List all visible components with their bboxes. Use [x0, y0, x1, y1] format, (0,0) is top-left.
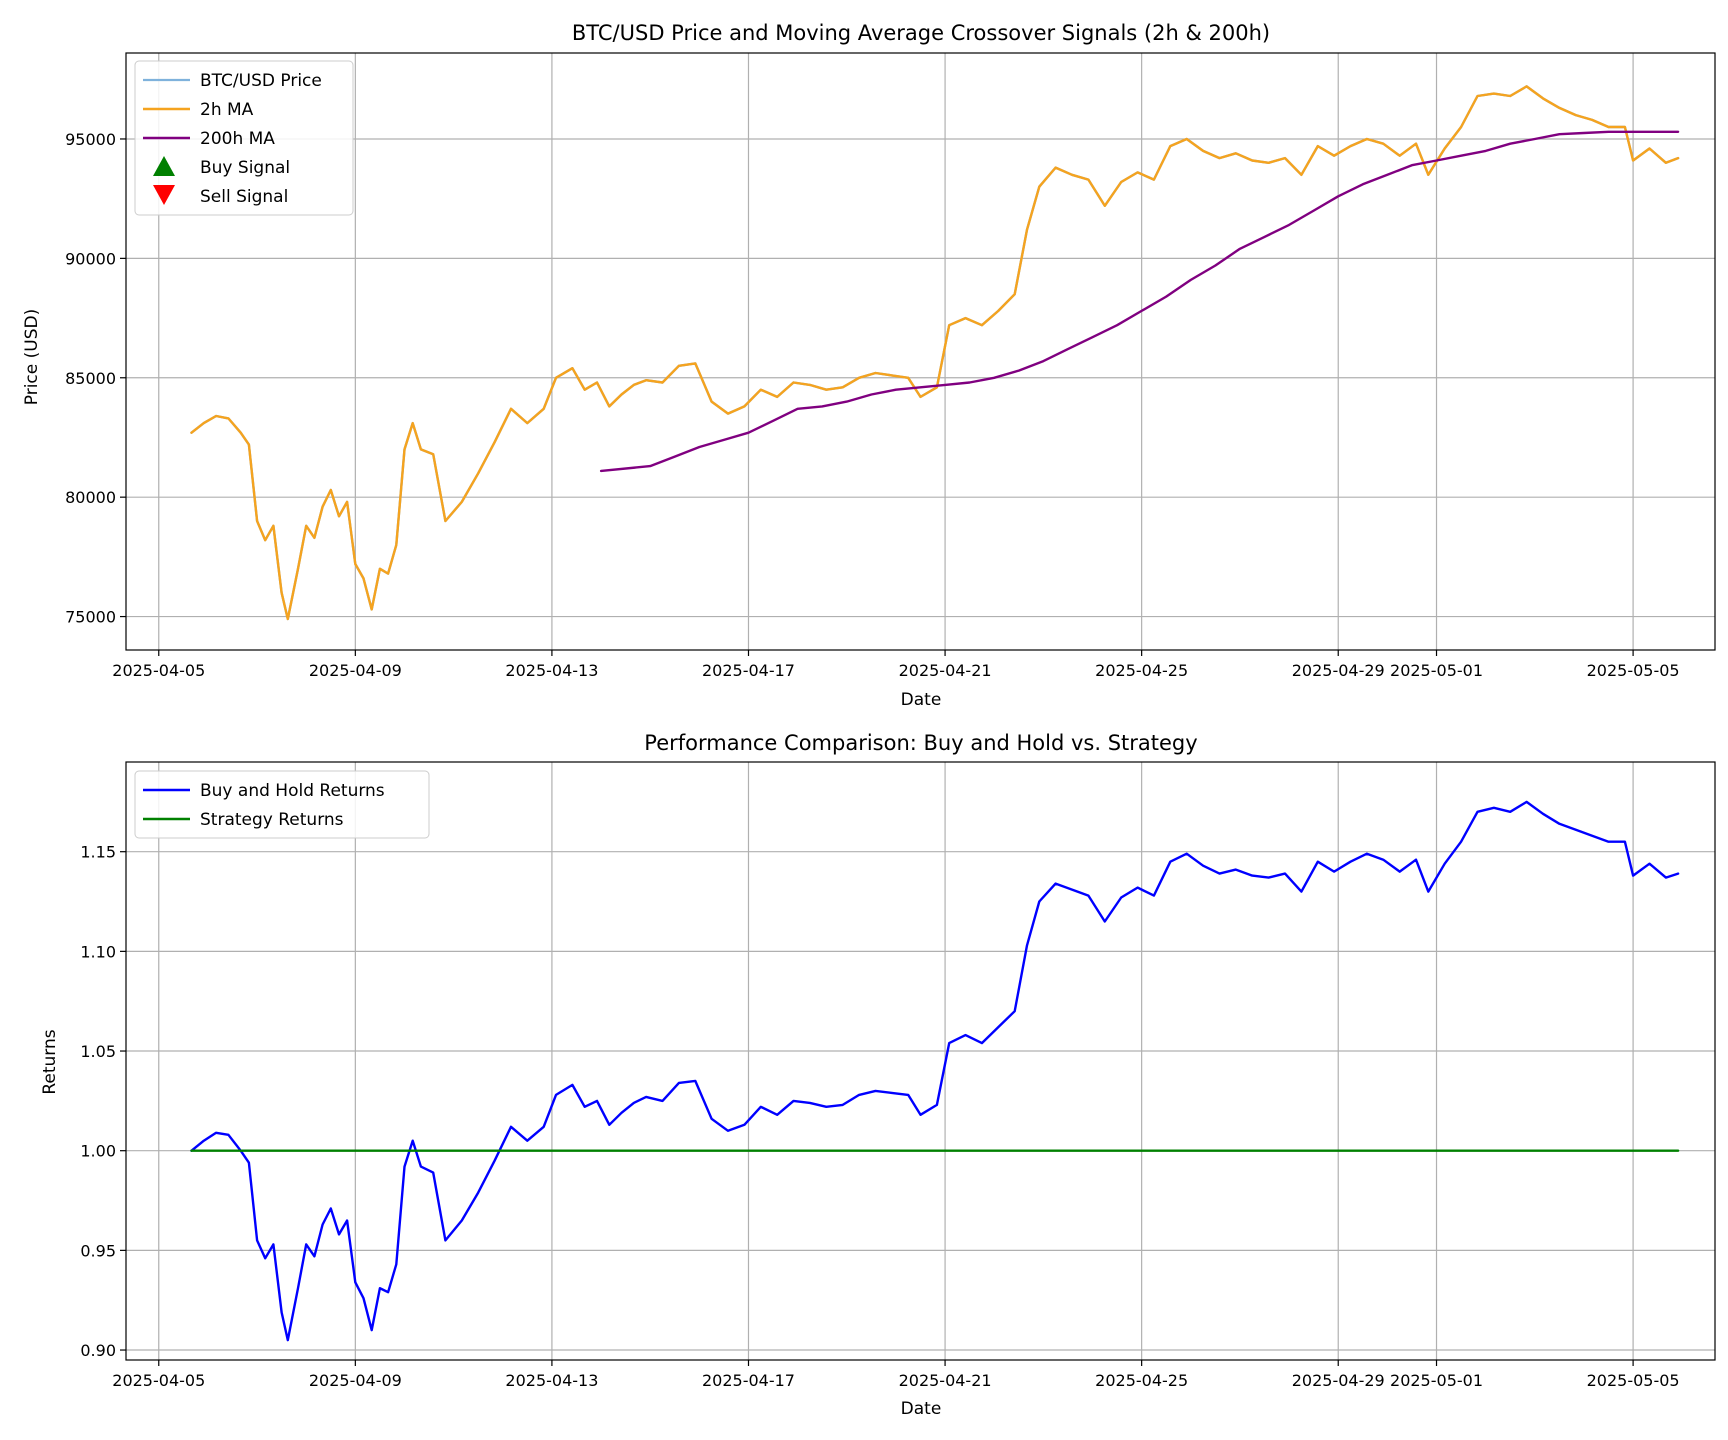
returns-x-tick-label: 2025-04-21 [899, 1371, 992, 1390]
returns-x-tick-label: 2025-05-05 [1587, 1371, 1680, 1390]
legend-label-sell-signal: Sell Signal [200, 187, 288, 207]
legend-label-buy-and-hold: Buy and Hold Returns [200, 781, 385, 801]
series-line-buy-and-hold-returns [190, 800, 1680, 1342]
price-y-tick-label: 75000 [65, 608, 116, 627]
price-x-tick-label: 2025-05-01 [1390, 661, 1483, 680]
price-grid [126, 53, 1715, 650]
price-axes-frame [125, 52, 1716, 651]
returns-x-tick-label: 2025-04-13 [505, 1371, 598, 1390]
returns-y-tick-label: 1.15 [80, 843, 116, 862]
price-x-axis-label: Date [901, 690, 942, 710]
returns-x-tick-label: 2025-04-05 [112, 1371, 205, 1390]
price-x-tick-label: 2025-04-25 [1095, 661, 1188, 680]
price-series [190, 85, 1680, 621]
price-x-tick-label: 2025-04-17 [702, 661, 795, 680]
legend-label-200h-ma: 200h MA [200, 129, 275, 149]
price-y-tick-label: 80000 [65, 488, 116, 507]
price-legend-box [134, 60, 354, 216]
price-legend: BTC/USD Price 2h MA 200h MA Buy Signal S… [134, 60, 354, 216]
returns-y-axis-label: Returns [40, 1029, 60, 1094]
returns-ticks: 2025-04-05 2025-04-09 2025-04-13 2025-04-17… [80, 843, 1679, 1390]
returns-y-tick-label: 1.05 [80, 1042, 116, 1061]
price-chart: BTC/USD Price and Moving Average Crossov… [22, 21, 1716, 710]
returns-chart-title: Performance Comparison: Buy and Hold vs.… [644, 731, 1197, 755]
price-x-tick-label: 2025-04-05 [112, 661, 205, 680]
price-chart-title: BTC/USD Price and Moving Average Crossov… [572, 21, 1270, 45]
returns-y-tick-label: 1.10 [80, 942, 116, 961]
returns-y-tick-label: 1.00 [80, 1142, 116, 1161]
legend-label-btc-price: BTC/USD Price [200, 71, 322, 91]
price-y-tick-label: 90000 [65, 249, 116, 268]
legend-label-strategy: Strategy Returns [200, 810, 344, 830]
price-x-tick-label: 2025-04-09 [309, 661, 402, 680]
price-x-tick-label: 2025-04-29 [1292, 661, 1385, 680]
legend-label-buy-signal: Buy Signal [200, 158, 290, 178]
legend-label-2h-ma: 2h MA [200, 100, 254, 120]
returns-grid [126, 762, 1715, 1360]
returns-y-tick-label: 0.95 [80, 1241, 116, 1260]
series-line-200h-ma [599, 130, 1680, 473]
sell-signal-triangle-icon [153, 185, 175, 205]
price-y-tick-label: 95000 [65, 130, 116, 149]
returns-x-tick-label: 2025-04-09 [309, 1371, 402, 1390]
returns-chart: Performance Comparison: Buy and Hold vs.… [40, 731, 1716, 1419]
price-x-tick-label: 2025-04-21 [899, 661, 992, 680]
price-x-tick-label: 2025-05-05 [1587, 661, 1680, 680]
returns-legend-box [134, 770, 430, 839]
returns-x-tick-label: 2025-04-25 [1095, 1371, 1188, 1390]
returns-series [190, 800, 1680, 1342]
returns-y-tick-label: 0.90 [80, 1341, 116, 1360]
returns-x-axis-label: Date [901, 1399, 942, 1419]
returns-x-tick-label: 2025-05-01 [1390, 1371, 1483, 1390]
price-x-tick-label: 2025-04-13 [505, 661, 598, 680]
price-y-axis-label: Price (USD) [22, 309, 42, 405]
buy-signal-triangle-icon [153, 156, 175, 176]
series-line-2h-ma [190, 85, 1680, 621]
returns-axes-frame [125, 761, 1716, 1361]
returns-x-tick-label: 2025-04-17 [702, 1371, 795, 1390]
returns-legend: Buy and Hold Returns Strategy Returns [134, 770, 430, 839]
returns-x-tick-label: 2025-04-29 [1292, 1371, 1385, 1390]
price-ticks: 2025-04-05 2025-04-09 2025-04-13 2025-04-17… [65, 130, 1679, 680]
price-y-tick-label: 85000 [65, 369, 116, 388]
